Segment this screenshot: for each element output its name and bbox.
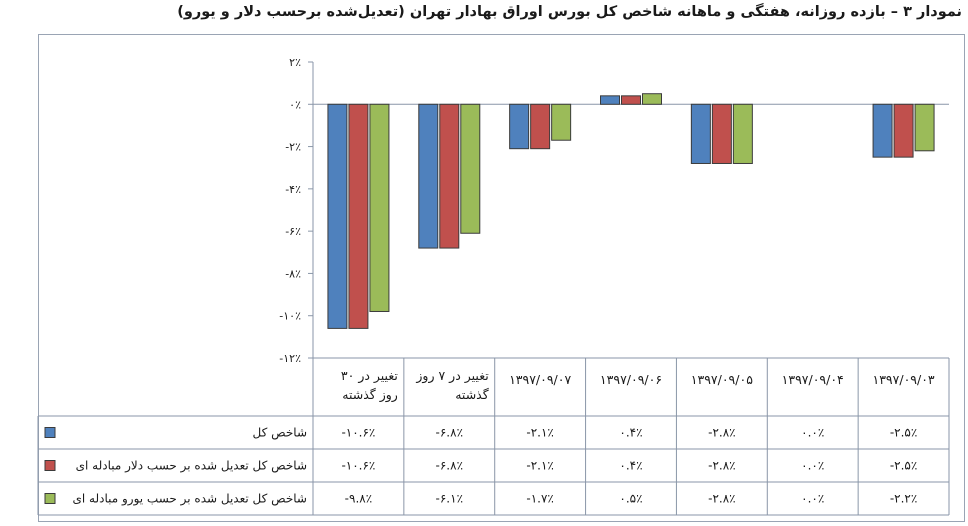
data-label: ۰.۰٪ (801, 492, 824, 506)
bar (551, 103, 572, 141)
bar (348, 103, 369, 329)
bar (439, 103, 460, 249)
data-label: -۲.۸٪ (708, 492, 735, 506)
bar (509, 103, 530, 150)
bar (600, 95, 620, 105)
x-tick-label: روز گذشته (342, 387, 398, 403)
legend-key (44, 460, 56, 471)
x-tick-label: ۱۳۹۷/۰۹/۰۷ (509, 372, 571, 387)
data-label: -۱۰.۶٪ (341, 459, 375, 473)
y-tick-label: -۱۲٪ (279, 352, 301, 365)
bar (893, 103, 914, 158)
data-label: ۰.۰٪ (801, 426, 824, 440)
data-label: -۲.۸٪ (708, 459, 735, 473)
y-tick-label: -۴٪ (285, 183, 301, 196)
data-label: -۲.۱٪ (526, 459, 553, 473)
y-tick-label: -۸٪ (285, 267, 301, 280)
data-label: -۲.۲٪ (890, 492, 917, 506)
bar (642, 93, 662, 105)
y-tick-label: -۶٪ (285, 225, 301, 238)
data-label: -۱.۷٪ (526, 492, 553, 506)
x-tick-label: ۱۳۹۷/۰۹/۰۴ (782, 372, 844, 387)
bar (732, 103, 753, 164)
y-tick-label: -۱۰٪ (279, 310, 301, 323)
data-label: -۱۰.۶٪ (341, 426, 375, 440)
data-label: ۰.۰٪ (801, 459, 824, 473)
legend-key (44, 427, 56, 438)
bar (914, 103, 935, 152)
bar (460, 103, 481, 234)
y-tick-label: -۲٪ (285, 141, 301, 154)
y-tick-label: ۰٪ (289, 98, 301, 111)
legend-key (44, 493, 56, 504)
data-label: -۹.۸٪ (345, 492, 372, 506)
bar (621, 95, 641, 105)
bar (872, 103, 893, 158)
bar (690, 103, 711, 164)
bar (530, 103, 551, 150)
chart-frame (38, 34, 965, 522)
data-label: -۲.۵٪ (890, 459, 917, 473)
x-tick-label: تغییر در ۷ روز (415, 368, 489, 384)
data-table: ۱۳۹۷/۰۹/۰۳ ۱۳۹۷/۰۹/۰۴ ۱۳۹۷/۰۹/۰۵ ۱۳۹۷/۰۹/۰۶… (37, 357, 950, 516)
x-tick-label: گذشته (455, 387, 489, 402)
x-tick-label: تغییر در ۳۰ (341, 368, 398, 384)
bar (369, 103, 390, 312)
legend-label: شاخص کل تعدیل شده بر حسب دلار مبادله ای (76, 459, 307, 474)
legend-label: شاخص کل تعدیل شده بر حسب یورو مبادله ای (72, 492, 307, 507)
legend-label: شاخص کل (253, 426, 307, 441)
bar (327, 103, 348, 329)
data-label: -۲.۵٪ (890, 426, 917, 440)
bar (711, 103, 732, 164)
chart-title: نمودار ۳ – بازده روزانه، هفتگی و ماهانه … (177, 4, 962, 20)
bars (327, 93, 935, 329)
x-tick-label: ۱۳۹۷/۰۹/۰۵ (691, 372, 753, 387)
data-label: -۶.۸٪ (436, 426, 463, 440)
bar (418, 103, 439, 249)
data-label: -۲.۱٪ (526, 426, 553, 440)
data-label: -۶.۸٪ (436, 459, 463, 473)
data-label: -۶.۱٪ (436, 492, 463, 506)
data-label: -۲.۸٪ (708, 426, 735, 440)
y-tick-label: ۲٪ (289, 56, 301, 69)
data-label: ۰.۴٪ (619, 459, 642, 473)
data-label: ۰.۴٪ (619, 426, 642, 440)
data-label: ۰.۵٪ (619, 492, 642, 506)
x-tick-label: ۱۳۹۷/۰۹/۰۳ (873, 372, 935, 387)
x-tick-label: ۱۳۹۷/۰۹/۰۶ (600, 372, 662, 387)
